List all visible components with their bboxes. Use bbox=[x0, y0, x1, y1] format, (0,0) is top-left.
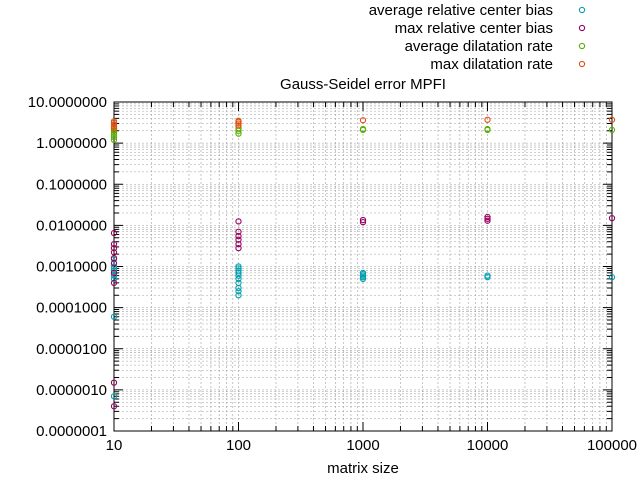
y-tick-label: 10.0000000 bbox=[28, 94, 107, 111]
y-tick-label: 0.0000010 bbox=[36, 382, 107, 399]
data-point bbox=[608, 126, 616, 134]
data-point bbox=[608, 274, 616, 281]
data-point bbox=[110, 263, 118, 270]
data-point bbox=[110, 229, 118, 237]
data-point bbox=[110, 249, 118, 256]
legend-label: max relative center bias bbox=[395, 20, 553, 37]
x-tick-labels: 10 100 1000 10000 100000 bbox=[106, 437, 637, 454]
data-point bbox=[235, 240, 242, 248]
legend-label: average relative center bias bbox=[369, 2, 553, 19]
data-point bbox=[359, 125, 367, 133]
y-tick-label: 0.0010000 bbox=[36, 259, 107, 276]
data-point bbox=[484, 272, 491, 279]
data-point bbox=[110, 267, 118, 274]
data-point bbox=[484, 217, 491, 224]
data-point bbox=[235, 244, 242, 252]
legend-marker bbox=[578, 42, 586, 50]
data-point bbox=[235, 288, 242, 295]
data-point bbox=[359, 218, 367, 226]
data-point bbox=[235, 122, 242, 129]
grid bbox=[114, 102, 612, 431]
data-point bbox=[110, 393, 118, 400]
data-point bbox=[110, 129, 118, 136]
legend-marker bbox=[578, 24, 586, 32]
data-point bbox=[235, 279, 242, 287]
data-point bbox=[235, 292, 242, 299]
data-point bbox=[235, 232, 242, 240]
y-tick-label: 0.0000100 bbox=[36, 341, 107, 358]
y-tick-label: 0.0100000 bbox=[36, 217, 107, 234]
y-tick-label: 0.0001000 bbox=[36, 300, 107, 317]
data-point bbox=[235, 265, 242, 272]
data-point bbox=[110, 118, 118, 125]
series-2 bbox=[110, 213, 616, 410]
x-tick-label: 10 bbox=[106, 437, 123, 454]
x-axis-label: matrix size bbox=[327, 460, 399, 477]
x-tick-label: 100 bbox=[226, 437, 251, 454]
y-tick-label: 0.0000001 bbox=[36, 423, 107, 440]
data-point bbox=[235, 263, 242, 270]
data-point bbox=[110, 313, 118, 320]
data-point bbox=[110, 403, 118, 410]
data-point bbox=[110, 275, 118, 283]
x-tick-label: 10000 bbox=[467, 437, 509, 454]
data-point bbox=[359, 117, 367, 124]
data-point bbox=[235, 269, 242, 277]
data-point bbox=[110, 121, 118, 128]
data-point bbox=[608, 116, 616, 123]
data-point bbox=[484, 125, 491, 133]
x-tick-label: 100000 bbox=[587, 437, 637, 454]
data-point bbox=[484, 116, 491, 123]
data-point bbox=[484, 213, 491, 221]
data-point bbox=[235, 236, 242, 243]
legend-label: max dilatation rate bbox=[430, 56, 553, 73]
y-tick-label: 1.0000000 bbox=[36, 135, 107, 152]
data-point bbox=[110, 269, 118, 277]
x-tick-label: 1000 bbox=[346, 437, 379, 454]
data-point bbox=[110, 244, 118, 252]
data-points bbox=[110, 116, 616, 410]
data-point bbox=[110, 133, 118, 141]
data-point bbox=[359, 269, 367, 277]
data-point bbox=[235, 117, 242, 124]
data-point bbox=[110, 240, 118, 248]
data-point bbox=[235, 267, 242, 274]
data-point bbox=[359, 216, 367, 224]
data-point bbox=[235, 228, 242, 235]
data-point bbox=[110, 279, 118, 287]
data-point bbox=[235, 218, 242, 225]
axis-ticks bbox=[113, 102, 612, 432]
series-1 bbox=[110, 256, 616, 400]
series-4 bbox=[110, 116, 616, 133]
y-tick-labels: 0.0000001 0.0000010 0.0000100 0.0001000 0.00… bbox=[28, 94, 107, 440]
legend-marker bbox=[578, 6, 586, 14]
data-point bbox=[235, 275, 242, 283]
data-point bbox=[110, 125, 118, 133]
legend-label: average dilatation rate bbox=[405, 38, 553, 55]
data-point bbox=[110, 379, 118, 386]
legend-marker bbox=[578, 60, 586, 68]
y-tick-label: 0.1000000 bbox=[36, 176, 107, 193]
chart-title: Gauss-Seidel error MPFI bbox=[280, 76, 446, 93]
data-point bbox=[608, 214, 616, 222]
